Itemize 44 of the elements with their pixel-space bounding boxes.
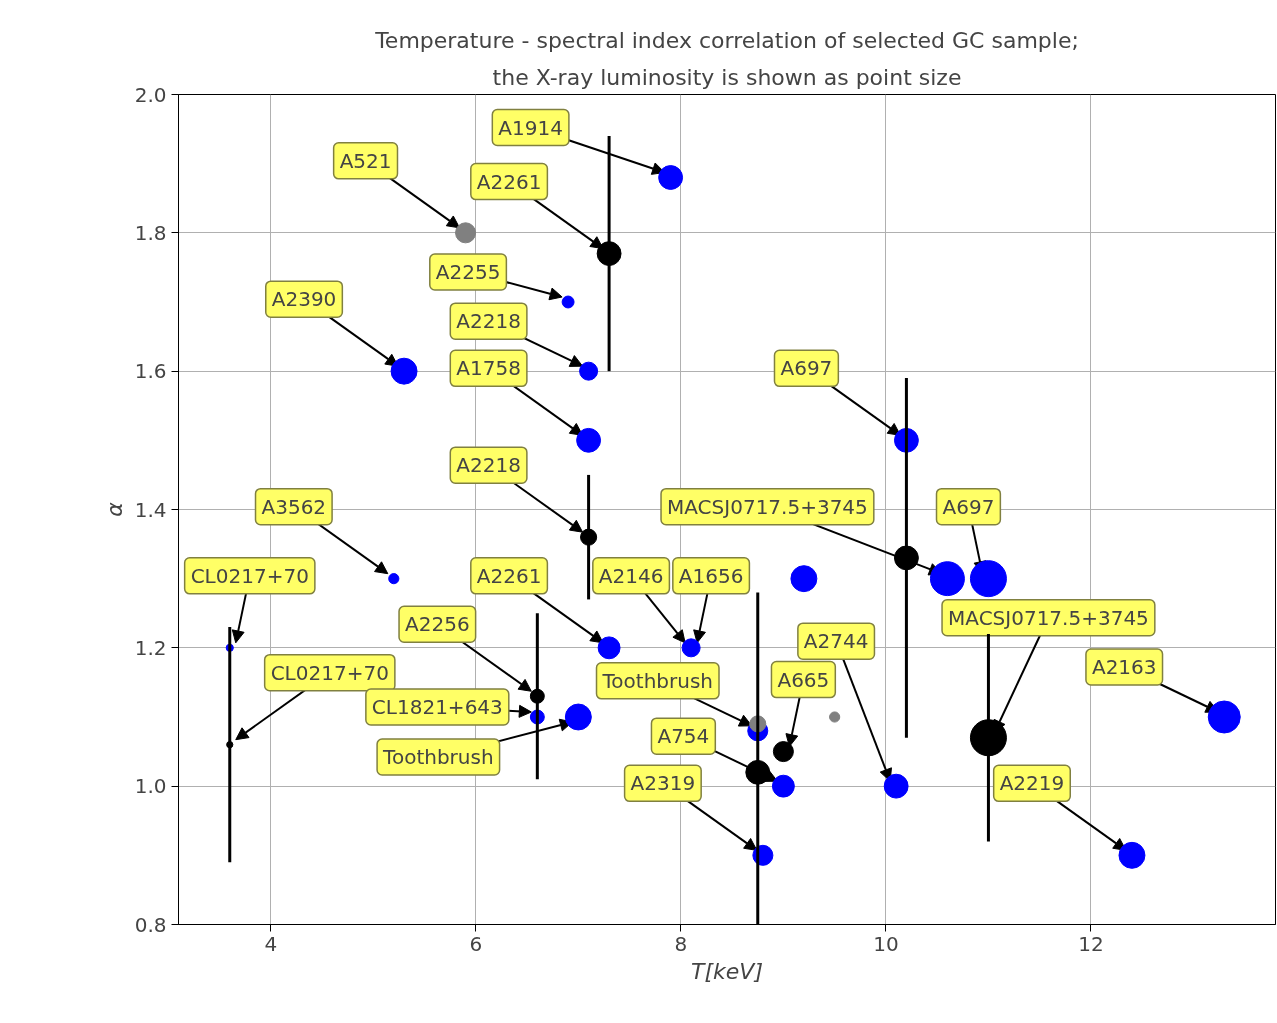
annotation: MACSJ0717.5+3745 <box>948 605 1149 630</box>
annotation: CL0217+70 <box>190 563 309 588</box>
x-axis-title: T[keV] <box>691 958 763 984</box>
annotation: A521 <box>339 148 392 173</box>
annotation: A2319 <box>630 771 696 796</box>
annotation: A1914 <box>498 115 563 140</box>
annotation: A1656 <box>678 563 744 588</box>
annotation: MACSJ0717.5+3745 <box>667 494 868 519</box>
x-tick-label: 8 <box>674 931 688 956</box>
annotation: A2255 <box>435 260 501 284</box>
chart-title: Temperature - spectral index correlation of selected GC sample; <box>374 27 1079 53</box>
annotation: A1758 <box>456 356 521 381</box>
y-tick-label: 2.0 <box>134 82 167 107</box>
annotation: A2218 <box>456 309 521 334</box>
annotation: A2744 <box>803 629 869 654</box>
y-tick-label: 1.4 <box>134 497 167 522</box>
annotation: CL0217+70 <box>270 660 389 685</box>
x-tick-label: 12 <box>1078 931 1104 956</box>
y-tick-label: 1.2 <box>134 635 167 660</box>
y-tick-label: 1.0 <box>134 774 167 799</box>
annotation: A754 <box>657 724 710 749</box>
annotation: CL1821+643 <box>371 695 503 719</box>
y-tick-label: 1.6 <box>134 359 167 384</box>
annotation: A2219 <box>999 771 1065 796</box>
annotation: A697 <box>780 356 833 381</box>
annotation: A2163 <box>1091 655 1157 679</box>
chart-subtitle: the X-ray luminosity is shown as point size <box>492 64 962 90</box>
annotation: A2218 <box>456 453 521 478</box>
y-tick-label: 1.8 <box>134 220 167 245</box>
y-tick-label: 0.8 <box>134 912 167 937</box>
annotation: A2261 <box>476 563 542 588</box>
annotation: Toothbrush <box>382 745 494 769</box>
y-axis-title: α <box>101 501 127 517</box>
x-tick-label: 4 <box>264 931 278 956</box>
annotation: A2146 <box>598 563 664 588</box>
annotation: A2261 <box>476 169 542 194</box>
annotation: A665 <box>777 667 830 692</box>
annotation: Toothbrush <box>601 668 714 693</box>
x-tick-label: 10 <box>873 931 899 956</box>
annotation: A2390 <box>271 287 337 312</box>
annotation: A3562 <box>261 494 327 519</box>
annotation: A2256 <box>405 612 470 637</box>
annotation: A697 <box>942 494 995 519</box>
x-tick-label: 6 <box>469 931 483 956</box>
